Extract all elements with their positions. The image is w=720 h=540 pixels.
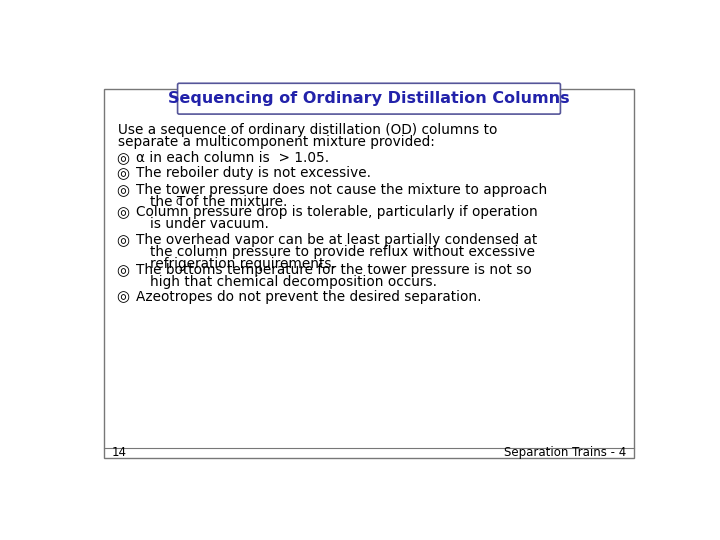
Text: α in each column is  > 1.05.: α in each column is > 1.05. bbox=[137, 151, 330, 165]
Text: ◎: ◎ bbox=[116, 264, 129, 279]
Text: Use a sequence of ordinary distillation (OD) columns to: Use a sequence of ordinary distillation … bbox=[118, 123, 498, 137]
Text: separate a multicomponent mixture provided:: separate a multicomponent mixture provid… bbox=[118, 135, 435, 149]
Text: ◎: ◎ bbox=[116, 289, 129, 305]
FancyBboxPatch shape bbox=[104, 90, 634, 457]
Text: high that chemical decomposition occurs.: high that chemical decomposition occurs. bbox=[150, 275, 438, 289]
Text: The overhead vapor can be at least partially condensed at: The overhead vapor can be at least parti… bbox=[137, 233, 538, 247]
Text: ◎: ◎ bbox=[116, 184, 129, 198]
Text: Column pressure drop is tolerable, particularly if operation: Column pressure drop is tolerable, parti… bbox=[137, 205, 539, 219]
FancyBboxPatch shape bbox=[178, 83, 560, 114]
Text: ◎: ◎ bbox=[116, 166, 129, 181]
Text: is under vacuum.: is under vacuum. bbox=[150, 217, 269, 231]
Text: The bottoms temperature for the tower pressure is not so: The bottoms temperature for the tower pr… bbox=[137, 264, 532, 278]
Text: the T: the T bbox=[150, 195, 186, 210]
Text: ◎: ◎ bbox=[116, 233, 129, 248]
Text: Sequencing of Ordinary Distillation Columns: Sequencing of Ordinary Distillation Colu… bbox=[168, 91, 570, 106]
Text: of the mixture.: of the mixture. bbox=[181, 195, 288, 210]
Text: The tower pressure does not cause the mixture to approach: The tower pressure does not cause the mi… bbox=[137, 184, 548, 198]
Text: ◎: ◎ bbox=[116, 151, 129, 166]
Text: the column pressure to provide reflux without excessive: the column pressure to provide reflux wi… bbox=[150, 245, 536, 259]
Text: 14: 14 bbox=[112, 447, 127, 460]
Text: Azeotropes do not prevent the desired separation.: Azeotropes do not prevent the desired se… bbox=[137, 289, 482, 303]
Text: Separation Trains - 4: Separation Trains - 4 bbox=[504, 447, 626, 460]
Text: The reboiler duty is not excessive.: The reboiler duty is not excessive. bbox=[137, 166, 372, 180]
Text: ◎: ◎ bbox=[116, 205, 129, 220]
Text: C: C bbox=[175, 198, 182, 207]
Text: refrigeration requirements.: refrigeration requirements. bbox=[150, 256, 336, 271]
